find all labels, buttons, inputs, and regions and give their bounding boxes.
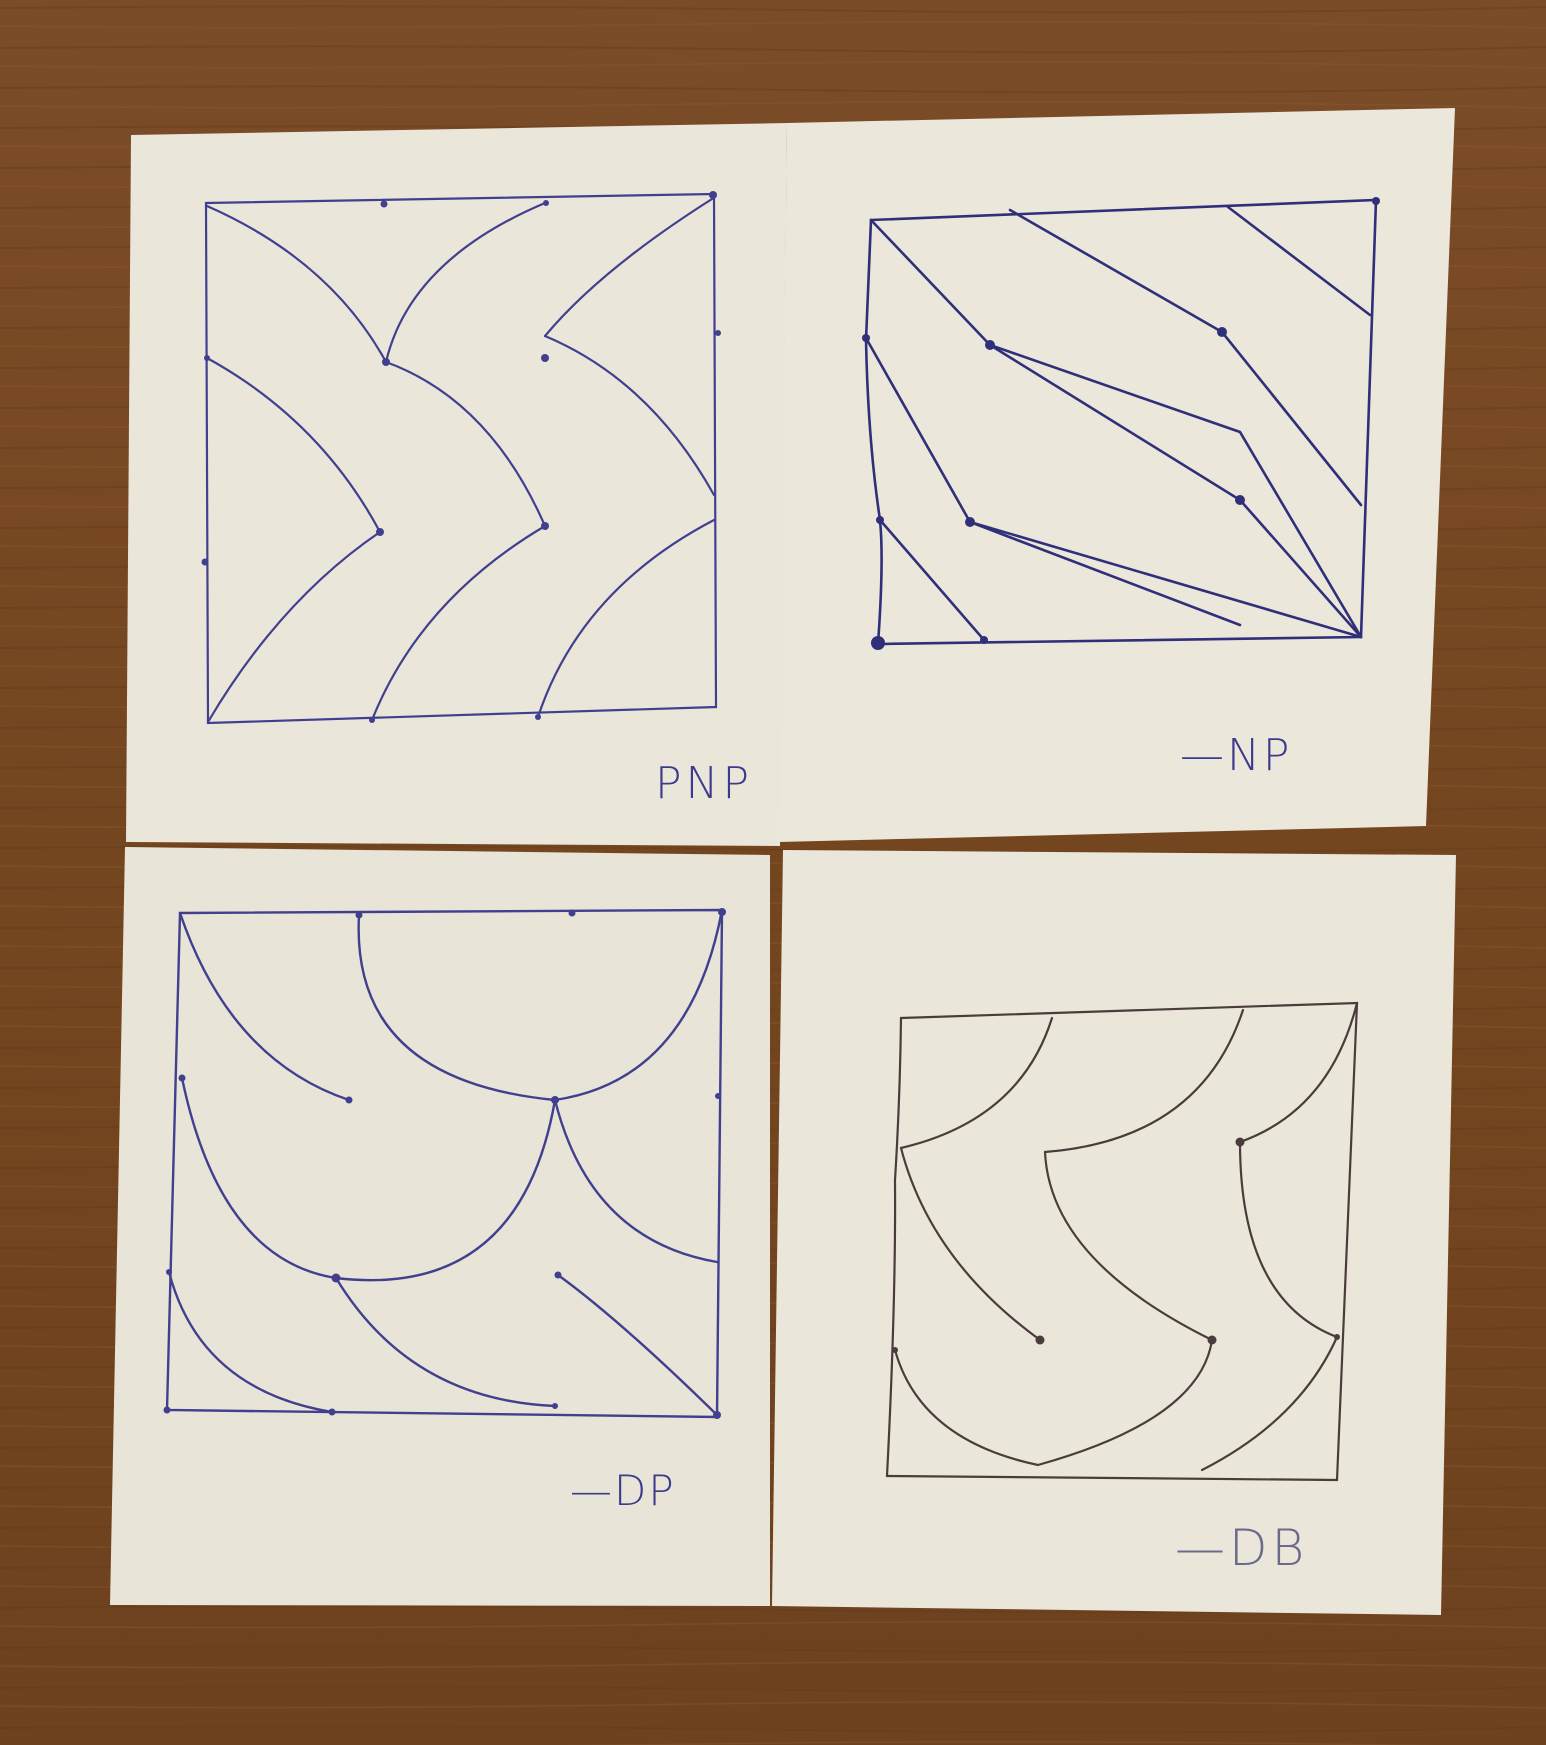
pattern-drawing (885, 1001, 1359, 1482)
pattern-dots (862, 197, 1380, 650)
card-label: —DP (570, 1466, 676, 1515)
card-label: PNP (655, 758, 753, 809)
paper-sheet (126, 123, 787, 846)
pattern-dots (163, 908, 726, 1419)
pattern-drawing (204, 192, 718, 725)
card-top-right: —NP (779, 108, 1455, 842)
card-label: —NP (1180, 730, 1292, 781)
paper-sheet (772, 850, 1456, 1615)
card-top-left: PNP (126, 123, 787, 846)
card-bottom-left: —DP (110, 847, 770, 1606)
pattern-dots (201, 191, 721, 723)
pattern-dots (892, 1137, 1340, 1353)
paper-sheet (779, 108, 1455, 842)
card-bottom-right: —DB (772, 850, 1456, 1615)
card-label: —DB (1175, 1519, 1308, 1577)
